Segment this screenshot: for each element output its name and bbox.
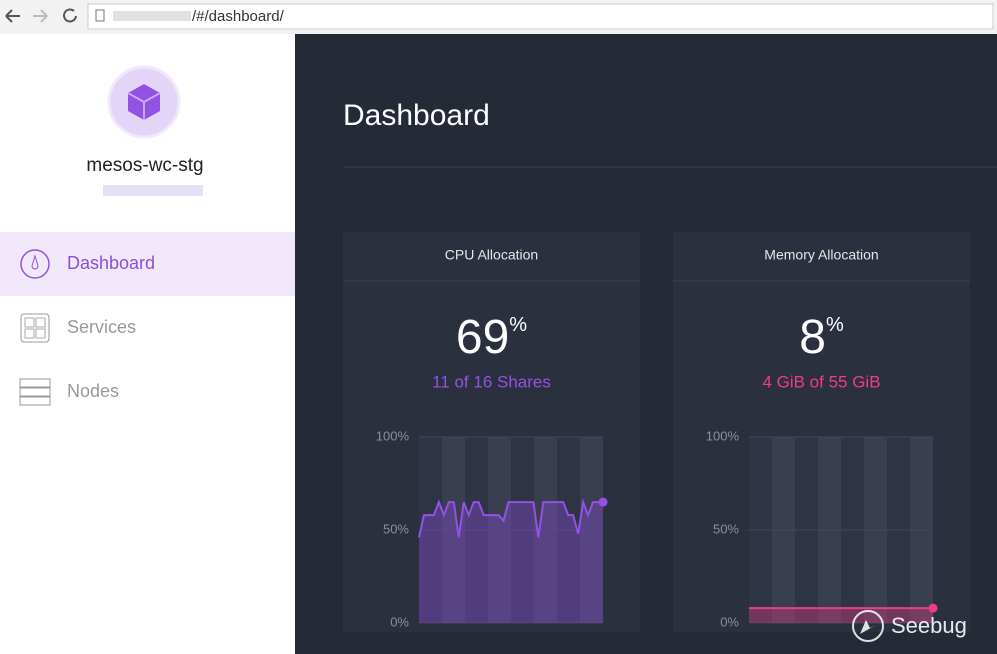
nodes-icon [19,378,51,406]
y-tick-label: 100% [376,428,410,443]
end-point [598,497,608,507]
panel-title: CPU Allocation [445,247,538,263]
panel-subtitle: 4 GiB of 55 GiB [762,372,880,391]
y-tick-label: 0% [390,614,409,629]
y-tick-label: 100% [706,428,740,443]
back-button[interactable] [5,9,20,23]
area [749,608,933,623]
panel-value-number: 8 [799,311,826,364]
panel-title: Memory Allocation [764,247,878,263]
line [418,498,603,538]
panel-value: 8% [799,311,844,364]
panel-subtitle: 11 of 16 Shares [432,372,551,391]
blurred-host [113,11,191,21]
services-icon-grid [24,317,46,339]
y-tick-label: 50% [383,521,409,536]
nav-item[interactable]: Dashboard [67,253,155,273]
nav-item[interactable]: Services [67,317,136,337]
blurred-ip [103,185,203,196]
dashboard-icon-needle [31,254,39,270]
services-icon [20,313,50,343]
nav-item[interactable]: Nodes [67,381,119,401]
cluster-name: mesos-wc-stg [86,155,203,176]
cube-edges [127,92,161,120]
y-tick-label: 50% [713,521,739,536]
url-text: /#/dashboard/ [192,8,285,25]
panel-value-number: 69 [456,311,509,364]
panel-value-unit: % [509,314,527,336]
panel-value: 69% [456,311,527,364]
area [419,502,603,623]
page-title: Dashboard [343,99,490,132]
address-bar[interactable] [87,3,994,30]
panels: CPU Allocation 69% 11 of 16 Shares 0% 50% 100… [343,232,970,632]
panel-value-unit: % [826,314,844,336]
reload-button[interactable] [63,8,77,23]
forward-button[interactable] [33,9,48,23]
end-point [928,603,938,613]
watermark-glyph [860,620,876,634]
y-tick-label: 0% [720,614,739,629]
watermark: Seebug [891,613,967,638]
watermark-icon [852,610,884,642]
dashboard-icon [20,249,50,279]
page-icon [95,9,105,22]
